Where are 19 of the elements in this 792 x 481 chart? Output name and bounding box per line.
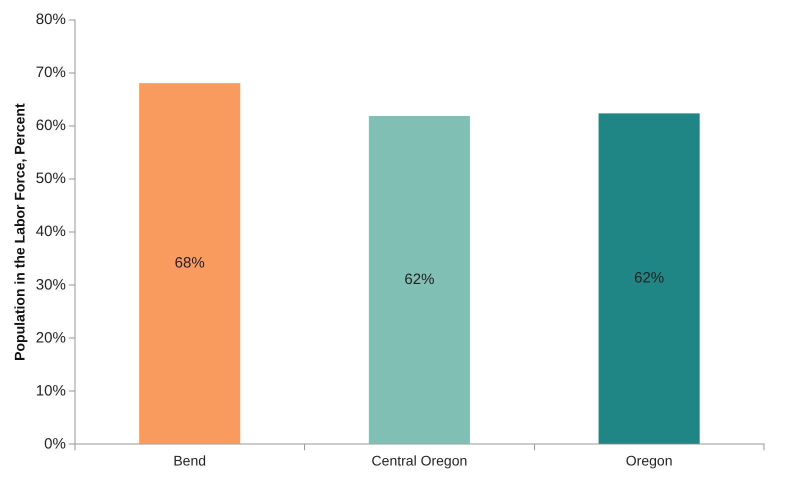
y-tick-label: 50% [36,170,66,188]
x-tick-label: Oregon [626,452,672,468]
y-tick-label: 30% [36,276,66,294]
y-tick-label: 70% [36,64,66,82]
x-tick-label: Central Oregon [372,452,468,468]
bar [139,83,240,444]
data-label: 62% [404,270,434,288]
data-label: 68% [174,254,205,272]
y-axis-title: Population in the Labor Force, Percent [11,103,28,361]
y-tick-label: 10% [36,382,66,400]
y-tick-label: 80% [36,11,66,28]
bar [368,116,470,444]
y-tick-label: 40% [36,223,66,240]
data-label: 62% [634,270,664,287]
y-tick-label: 60% [36,117,66,134]
x-tick-label: Bend [173,452,206,468]
bar [598,113,700,444]
y-tick-label: 0% [44,435,66,452]
y-tick-label: 20% [36,329,66,346]
